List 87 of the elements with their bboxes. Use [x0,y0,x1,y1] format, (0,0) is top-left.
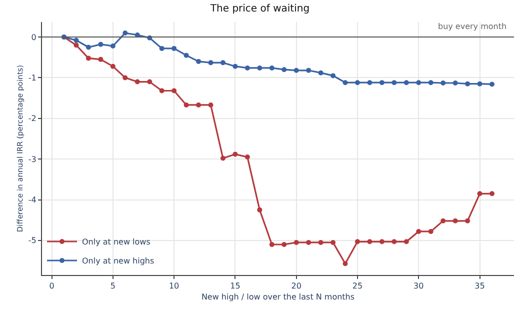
point [98,42,104,47]
x-tick-label: 25 [352,282,363,291]
point [74,42,79,48]
point [257,207,262,212]
x-tick-label: 10 [168,282,180,291]
point [342,261,348,266]
point [428,228,434,234]
point [220,60,226,66]
point [354,239,360,244]
y-tick-label: -5 [28,236,36,246]
point [134,79,140,84]
x-axis-title: New high / low over the last N months [201,292,355,302]
point [330,73,336,78]
point [74,38,79,43]
point [477,191,482,196]
point [477,81,482,86]
y-tick-label: -3 [28,154,36,164]
point [306,240,312,245]
point [282,242,287,247]
point [147,79,152,84]
ref-line-label: buy every month [438,22,507,31]
point [404,239,409,244]
point [122,30,128,36]
point [392,80,397,86]
point [257,65,262,70]
point [440,80,446,86]
x-tick-label: 0 [49,282,54,291]
point [159,88,164,94]
point [110,64,116,69]
point [428,80,434,86]
point [318,240,324,245]
point [452,218,458,224]
point [330,240,336,245]
point [379,239,384,244]
point [220,156,226,161]
point [244,65,250,70]
point [232,152,238,157]
y-tick-label: -4 [28,196,36,205]
point [172,88,177,94]
point [159,46,164,51]
point [196,102,202,108]
point [208,60,214,66]
point [416,80,422,86]
point [489,191,494,196]
point [98,56,104,62]
point [294,68,299,73]
point [172,46,177,51]
y-tick-label: 0 [31,32,36,42]
point [184,102,189,108]
point [489,82,494,87]
point [269,242,274,247]
point [306,68,312,73]
point [196,58,202,64]
x-tick-label: 35 [474,282,485,291]
legend-label: Only at new highs [82,256,154,266]
point [110,44,116,48]
x-tick-label: 20 [291,282,302,291]
point [354,80,360,86]
x-tick-label: 15 [230,282,240,291]
point [208,102,214,108]
point [404,80,409,86]
y-tick-label: -2 [28,114,36,124]
point [184,52,189,58]
point [416,228,422,234]
point [342,80,348,86]
point [392,239,397,244]
point [122,75,128,80]
point [86,44,91,50]
x-tick-label: 30 [414,282,424,291]
chart-title: The price of waiting [209,4,310,15]
point [282,67,287,72]
point [294,240,299,245]
point [440,218,446,224]
point [452,80,458,86]
y-tick-label: -1 [28,74,36,83]
point [269,65,274,70]
legend-label: Only at new lows [82,238,150,247]
x-tick-label: 5 [110,282,116,291]
point [465,81,470,86]
point [379,80,384,86]
point [232,64,238,69]
point [318,70,324,76]
point [86,56,91,61]
point [465,218,470,224]
point [367,239,372,244]
point [367,80,372,86]
point [244,154,250,160]
